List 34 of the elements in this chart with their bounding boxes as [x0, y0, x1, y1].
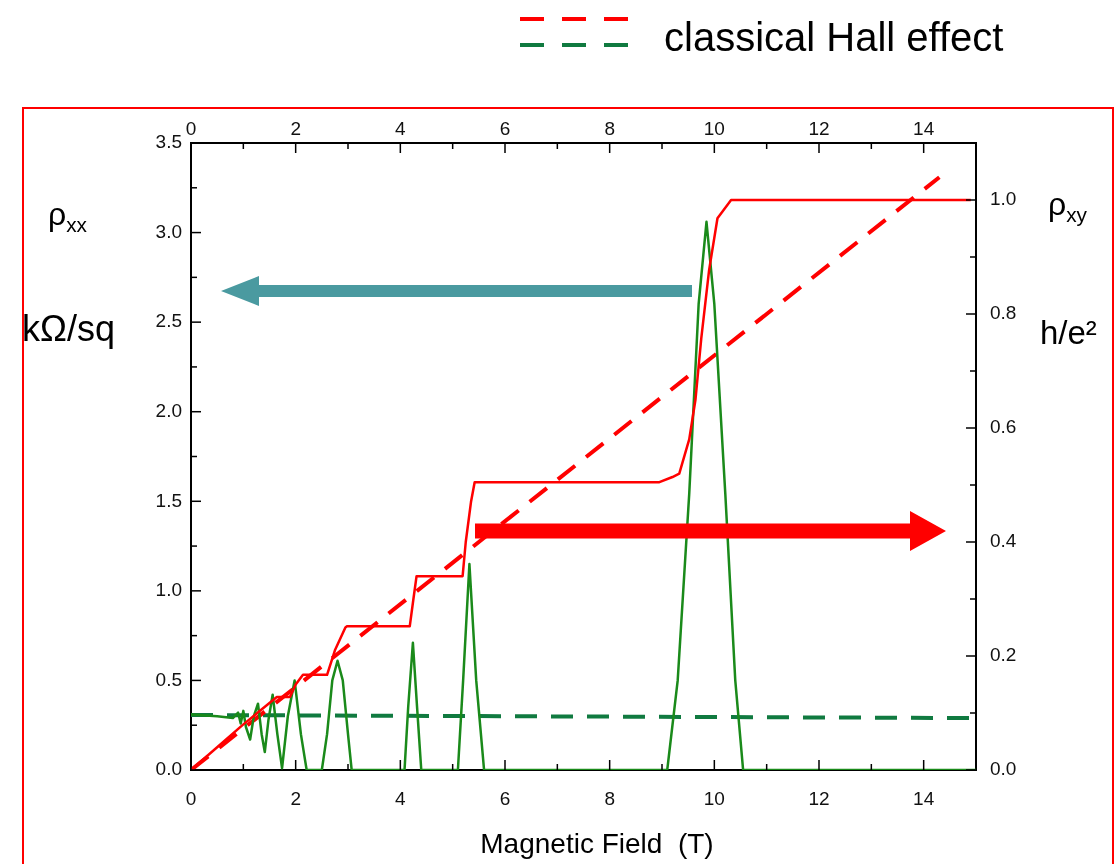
y2-tick-label: 0.6 — [990, 416, 1017, 438]
x2-tick-label: 2 — [290, 787, 301, 809]
y-tick-label: 1.0 — [155, 579, 182, 601]
x-tick-label: 2 — [290, 117, 301, 139]
y2-tick-label: 0.0 — [990, 758, 1017, 780]
y-tick-label: 2.5 — [155, 310, 182, 332]
x-tick-label: 0 — [185, 117, 197, 139]
y-tick-label: 2.0 — [155, 399, 182, 421]
x-tick-label: 8 — [604, 117, 615, 139]
x2-tick-label: 14 — [913, 787, 935, 809]
y2-tick-label: 1.0 — [990, 188, 1017, 210]
x2-tick-label: 8 — [604, 787, 615, 809]
x-axis-title: Magnetic Field (T) — [479, 828, 715, 861]
x2-tick-label: 4 — [395, 787, 407, 809]
x-tick-label: 10 — [703, 117, 725, 139]
x2-tick-label: 12 — [808, 787, 830, 809]
x2-tick-label: 6 — [499, 787, 511, 809]
y-tick-label: 3.0 — [155, 220, 182, 242]
y-tick-label: 1.5 — [155, 489, 182, 511]
x2-tick-label: 0 — [185, 787, 197, 809]
x-tick-label: 4 — [395, 117, 407, 139]
text: ρ$_{xx}$ kΩ/sq — [22, 196, 115, 349]
text: ρ$_{xy}$ h/e² — [1040, 186, 1097, 351]
y-tick-label: 0.0 — [155, 758, 182, 780]
x2-tick-label: 10 — [703, 787, 725, 809]
y-tick-label: 0.5 — [155, 668, 182, 690]
x-tick-label: 6 — [499, 117, 511, 139]
y2-tick-label: 0.2 — [990, 644, 1017, 666]
x-tick-label: 12 — [808, 117, 830, 139]
x-tick-label: 14 — [913, 117, 935, 139]
y-tick-label: 3.5 — [155, 131, 182, 153]
y2-tick-label: 0.4 — [990, 530, 1017, 552]
y2-tick-label: 0.8 — [990, 302, 1017, 324]
legend-label: classical Hall effect — [664, 15, 1004, 60]
